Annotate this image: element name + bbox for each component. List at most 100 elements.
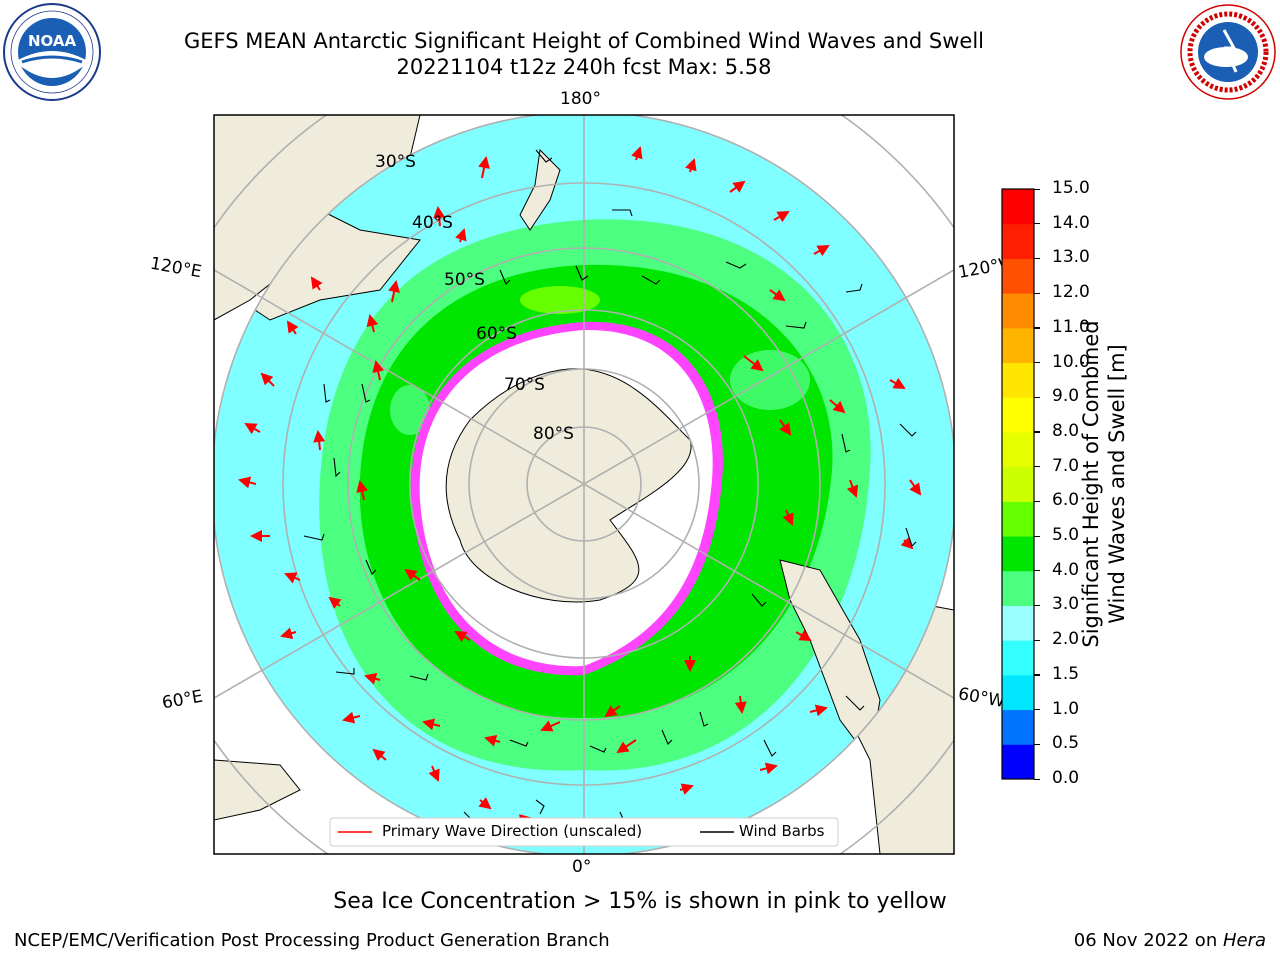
lon-label-180: 180° <box>560 89 601 109</box>
colorbar-tick-mark <box>1034 327 1040 329</box>
lat-label-40s: 40°S <box>412 213 453 233</box>
wind-barb <box>763 739 777 757</box>
wind-barb <box>303 533 325 541</box>
wave-arrow <box>679 783 694 795</box>
colorbar-tick-mark <box>1034 223 1040 225</box>
wave-arrow <box>328 596 342 609</box>
colorbar-tick-label: 2.0 <box>1052 629 1080 650</box>
colorbar-tick-mark <box>1034 292 1040 294</box>
wind-barb <box>333 457 341 478</box>
new-zealand-land <box>519 148 561 231</box>
wave-arrow <box>372 748 387 762</box>
colorbar-tick-label: 13.0 <box>1052 247 1090 268</box>
wave-arrow <box>484 734 501 747</box>
wind-barb <box>361 383 371 403</box>
footer-host: Hera <box>1222 930 1266 951</box>
wind-barb <box>841 433 851 453</box>
colorbar-label-line-1: Significant Height of Combined <box>1079 320 1103 648</box>
colorbar-tick-mark <box>1034 639 1040 641</box>
colorbar-cell <box>1002 536 1034 572</box>
wave-direction-arrows <box>238 146 922 826</box>
wave-arrow <box>454 631 471 643</box>
wave-arrow <box>540 720 561 732</box>
wave-arrow <box>356 480 369 501</box>
colorbar-tick-label: 9.0 <box>1052 386 1080 407</box>
wind-barb <box>699 711 709 727</box>
wave-arrow <box>829 399 846 414</box>
wave-arrow <box>372 360 385 381</box>
footer-branch: NCEP/EMC/Verification Post Processing Pr… <box>14 930 610 951</box>
colorbar-tick-label: 10.0 <box>1052 351 1090 372</box>
wave-arrow <box>773 211 790 223</box>
colorbar-tick-mark <box>1034 500 1040 503</box>
title-line-1: GEFS MEAN Antarctic Significant Height o… <box>183 29 985 53</box>
nws-logo <box>1180 4 1276 100</box>
colorbar-cell <box>1002 674 1034 711</box>
wave-arrow <box>280 627 297 640</box>
colorbar-tick-label: 6.0 <box>1052 490 1080 511</box>
wind-barb <box>845 283 863 293</box>
wind-barb <box>535 149 553 163</box>
colorbar-tick-mark <box>1034 431 1040 433</box>
wave-arrow <box>685 158 697 173</box>
lat-label-30s: 30°S <box>375 152 416 172</box>
wave-arrow <box>310 276 323 291</box>
wave-arrow <box>422 718 441 731</box>
colorbar-cell <box>1002 362 1034 398</box>
wave-arrow <box>795 629 812 641</box>
africa-land <box>214 759 301 821</box>
colorbar-tick-mark <box>1034 257 1040 260</box>
wind-barb <box>725 261 747 269</box>
colorbar-tick-mark <box>1034 709 1040 711</box>
wind-barb <box>641 275 661 285</box>
wave-arrow <box>478 797 492 810</box>
colorbar-tick-label: 7.0 <box>1052 455 1080 476</box>
colorbar-cell <box>1002 466 1034 502</box>
noaa-logo: NOAA <box>3 3 101 101</box>
wave-arrow <box>734 695 747 714</box>
colorbar-tick-label: 0.0 <box>1052 768 1080 788</box>
title-line-2: 20221104 t12z 240h fcst Max: 5.58 <box>396 55 772 79</box>
colorbar-cell <box>1002 258 1034 294</box>
wave-arrow <box>631 146 643 161</box>
colorbar-cell <box>1002 431 1034 468</box>
wave-arrow <box>743 355 764 372</box>
colorbar-label-line-2: Wind Waves and Swell [m] <box>1105 344 1129 624</box>
colorbar-tick-label: 1.0 <box>1052 698 1080 719</box>
colorbar-tick-mark <box>1034 362 1040 364</box>
wave-arrow <box>779 419 792 436</box>
colorbar-tick-label: 5.0 <box>1052 525 1080 546</box>
colorbar-tick-label: 8.0 <box>1052 420 1080 441</box>
wave-arrow <box>313 430 326 451</box>
wave-arrow <box>286 320 299 335</box>
colorbar-tick-mark <box>1034 674 1040 676</box>
wind-barb <box>535 799 545 815</box>
wind-barb <box>905 527 917 548</box>
wind-barb <box>575 265 589 281</box>
colorbar-cell <box>1002 570 1034 606</box>
wave-arrow <box>813 245 830 257</box>
colorbar-tick-mark <box>1034 396 1040 398</box>
colorbar-tick-label: 4.0 <box>1052 559 1080 580</box>
colorbar-cell <box>1002 744 1034 780</box>
colorbar-tick-mark <box>1034 604 1040 607</box>
wave-arrow <box>782 509 794 526</box>
colorbar-cell <box>1002 605 1034 641</box>
wave-arrow <box>366 314 379 333</box>
lat-label-70s: 70°S <box>504 375 545 395</box>
colorbar-tick-label: 0.5 <box>1052 733 1080 754</box>
sea-ice-note: Sea Ice Concentration > 15% is shown in … <box>333 889 947 914</box>
noaa-logo-text: NOAA <box>28 32 77 50</box>
lat-label-60s: 60°S <box>476 324 517 344</box>
wind-barb <box>661 729 673 745</box>
wave-arrow <box>433 206 446 227</box>
lat-label-50s: 50°S <box>444 270 485 290</box>
wave-arrow <box>809 704 828 717</box>
legend-barb-label: Wind Barbs <box>739 822 825 840</box>
wave-arrow <box>729 180 746 193</box>
colorbar-cell <box>1002 223 1034 259</box>
wind-barb <box>509 739 529 747</box>
colorbar-cell <box>1002 327 1034 364</box>
wave-arrow <box>909 479 922 496</box>
colorbar-cell <box>1002 709 1034 745</box>
